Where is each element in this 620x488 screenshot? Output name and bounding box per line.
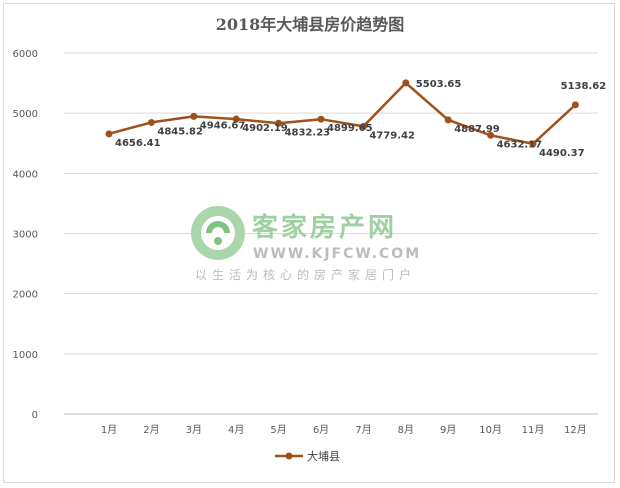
data-point bbox=[529, 140, 537, 148]
y-tick-label: 2000 bbox=[13, 290, 38, 301]
data-labels: 4656.414845.824946.674902.194832.234899.… bbox=[115, 79, 606, 159]
data-point bbox=[190, 112, 198, 120]
x-axis-ticks: 1月 2月 3月 4月 5月 6月 7月 8月 9月 10月 11月 12月 bbox=[101, 424, 587, 436]
y-tick-label: 5000 bbox=[13, 109, 38, 120]
data-label: 4632.17 bbox=[497, 139, 543, 150]
data-point bbox=[275, 119, 283, 127]
data-label: 4845.82 bbox=[157, 126, 203, 137]
data-point bbox=[444, 116, 452, 124]
legend: 大埔县 bbox=[275, 449, 340, 463]
data-label: 4779.42 bbox=[369, 130, 415, 141]
x-tick-label: 3月 bbox=[186, 424, 202, 436]
data-point bbox=[359, 122, 367, 130]
data-label: 4490.37 bbox=[539, 148, 585, 159]
x-tick-label: 9月 bbox=[440, 424, 456, 436]
y-tick-label: 4000 bbox=[13, 169, 38, 180]
watermark-site-name: 客家房产网 bbox=[252, 212, 397, 243]
y-tick-label: 3000 bbox=[13, 230, 38, 241]
x-tick-label: 8月 bbox=[398, 424, 414, 436]
gridlines bbox=[64, 52, 598, 415]
data-label: 4832.23 bbox=[285, 127, 331, 138]
x-tick-label: 12月 bbox=[564, 424, 587, 436]
watermark-logo-icon bbox=[191, 206, 245, 260]
x-tick-label: 1月 bbox=[101, 424, 117, 436]
y-tick-label: 1000 bbox=[13, 350, 38, 361]
data-label: 4902.19 bbox=[242, 123, 288, 134]
data-label: 4887.99 bbox=[454, 124, 500, 135]
watermark-slogan: 以生活为核心的房产家居门户 bbox=[195, 267, 416, 282]
chart-title: 2018年大埔县房价趋势图 bbox=[216, 15, 405, 34]
data-point bbox=[487, 131, 495, 139]
chart-frame bbox=[3, 3, 615, 483]
x-tick-label: 10月 bbox=[479, 424, 502, 436]
data-point bbox=[571, 101, 579, 109]
x-tick-label: 5月 bbox=[270, 424, 286, 436]
x-tick-label: 4月 bbox=[228, 424, 244, 436]
y-tick-label: 6000 bbox=[13, 49, 38, 60]
data-point bbox=[105, 130, 113, 138]
data-label: 4656.41 bbox=[115, 138, 161, 149]
data-label: 4899.65 bbox=[327, 123, 373, 134]
watermark-url: WWW.KJFCW.COM bbox=[253, 246, 421, 262]
data-point bbox=[147, 118, 155, 126]
series-layer bbox=[105, 79, 579, 148]
data-label: 5503.65 bbox=[416, 79, 462, 90]
data-label: 5138.62 bbox=[561, 81, 607, 92]
y-tick-label: 0 bbox=[32, 410, 38, 421]
x-tick-label: 6月 bbox=[313, 424, 329, 436]
watermark: 客家房产网 WWW.KJFCW.COM 以生活为核心的房产家居门户 bbox=[191, 206, 421, 282]
x-tick-label: 2月 bbox=[143, 424, 159, 436]
legend-marker bbox=[285, 452, 293, 460]
x-tick-label: 7月 bbox=[355, 424, 371, 436]
data-point bbox=[232, 115, 240, 123]
series-line bbox=[108, 81, 577, 146]
data-point bbox=[402, 79, 410, 87]
legend-label: 大埔县 bbox=[307, 449, 340, 463]
x-tick-label: 11月 bbox=[522, 424, 545, 436]
data-label: 4946.67 bbox=[200, 120, 246, 131]
y-axis-ticks: 0 1000 2000 3000 4000 5000 6000 bbox=[13, 49, 38, 421]
data-point bbox=[317, 115, 325, 123]
